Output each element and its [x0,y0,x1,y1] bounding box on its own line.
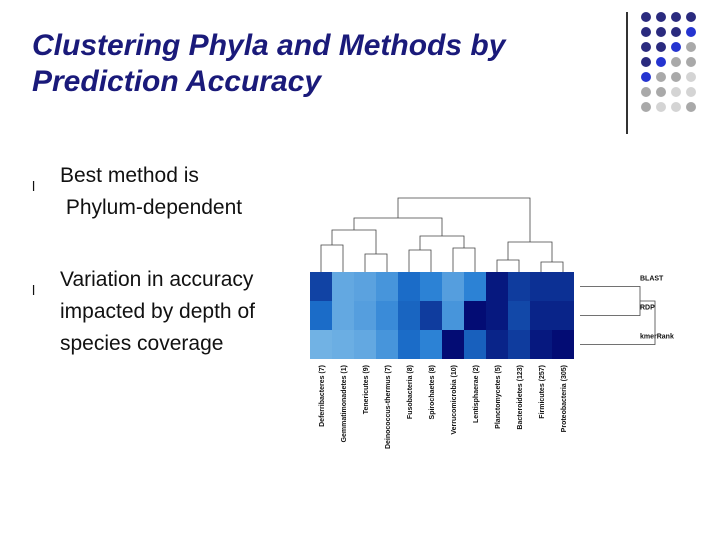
heatmap-cell [332,301,354,330]
heatmap-cell [354,330,376,359]
decorative-dot [671,57,681,67]
heatmap-cell [552,301,574,330]
heatmap-cell [398,330,420,359]
heatmap-cell [310,330,332,359]
heatmap-cell [530,330,552,359]
heatmap-column-label: Proteobacteria (305) [561,365,568,432]
decorative-dot [671,12,681,22]
heatmap-cell [310,301,332,330]
heatmap-column-label: Planctomycetes (5) [495,365,502,429]
decorative-dot [656,87,666,97]
row-dendrogram-branch [580,286,641,316]
heatmap-cell [354,272,376,301]
heatmap-cell [376,272,398,301]
decorative-dot [656,12,666,22]
heatmap-column-label: Firmicutes (257) [539,365,546,419]
heatmap-cell [354,301,376,330]
heatmap-cell [464,330,486,359]
decorative-dot [641,42,651,52]
heatmap-cell [442,330,464,359]
decorative-dot [686,12,696,22]
heatmap-cell [376,301,398,330]
heatmap-cell [508,330,530,359]
heatmap-cell [398,272,420,301]
decorative-dot [641,87,651,97]
decorative-dot [671,27,681,37]
bullet-text: Best method is Phylum-dependent [60,164,243,219]
decorative-dot [641,12,651,22]
decorative-dot [641,72,651,82]
dendrogram-branch [408,249,432,272]
decorative-dot [656,27,666,37]
heatmap-row-label: BLAST [640,276,664,283]
heatmap-cell [420,301,442,330]
heatmap-row-label: kmerRank [640,334,674,341]
heatmap-column-label: Tenericutes (9) [363,365,370,414]
heatmap-column-label: Deferribacteres (7) [319,365,326,427]
heatmap-cell [552,272,574,301]
heatmap-cell [530,272,552,301]
heatmap-cell [332,272,354,301]
heatmap-row-label: RDP [640,305,655,312]
decorative-dot [686,57,696,67]
decorative-dot [671,87,681,97]
heatmap-cell [442,301,464,330]
heatmap-cell [486,330,508,359]
dendrogram-branch [331,229,377,254]
dendrogram-branch [353,217,443,236]
bullet-text: Variation in accuracy impacted by depth … [60,268,255,355]
decorative-dot [686,42,696,52]
heatmap-cell [420,272,442,301]
dendrogram-branch [320,244,344,272]
heatmap-cell [376,330,398,359]
heatmap-column-label: Gemmatimonadetes (1) [341,365,348,442]
bullet-glyph: l [32,178,36,194]
dendrogram-branch [507,241,553,262]
heatmap-cell [398,301,420,330]
heatmap-cell [464,272,486,301]
heatmap-cell [530,301,552,330]
decorative-dot [671,102,681,112]
heatmap-cell [332,330,354,359]
heatmap-column-label: Fusobacteria (8) [407,365,414,419]
heatmap-cell [420,330,442,359]
decorative-dot [686,87,696,97]
heatmap-cell [508,301,530,330]
dendrogram-branch [452,247,476,272]
heatmap-chart: BLAST RDP kmerRank Deferribacteres (7) Gemma… [310,197,674,449]
heatmap-column-label: Spirochaetes (8) [429,365,436,419]
heatmap-cell [310,272,332,301]
heatmap-column-label: Deinococcus-thermus (7) [385,365,392,449]
decorative-dot [671,72,681,82]
decorative-dot [641,102,651,112]
heatmap-cell [486,301,508,330]
heatmap-cell [552,330,574,359]
slide-title: Clustering Phyla and Methods by Predicti… [32,29,506,98]
decorative-dot [656,42,666,52]
decorative-dot [671,42,681,52]
decorative-dot [686,102,696,112]
dendrogram-branch [364,253,388,272]
title-divider-line [626,12,628,134]
heatmap-column-label: Lentisphaerae (2) [473,365,480,423]
heatmap-column-label: Verrucomicrobia (10) [451,365,458,435]
bullet-glyph: l [32,282,36,298]
decorative-dot [641,57,651,67]
decorative-dot [641,27,651,37]
decorative-dot [686,27,696,37]
dendrogram-branch [496,259,520,272]
decorative-dot [656,57,666,67]
heatmap-cell [442,272,464,301]
dendrogram-branch [540,261,564,272]
heatmap-cell [508,272,530,301]
row-dendrogram-branch [580,300,656,345]
heatmap-cell [464,301,486,330]
dendrogram-branch [397,197,531,242]
decorative-dot [686,72,696,82]
heatmap-cell [486,272,508,301]
decorative-dot [656,72,666,82]
decorative-dot [656,102,666,112]
heatmap-column-label: Bacteroidetes (123) [517,365,524,430]
